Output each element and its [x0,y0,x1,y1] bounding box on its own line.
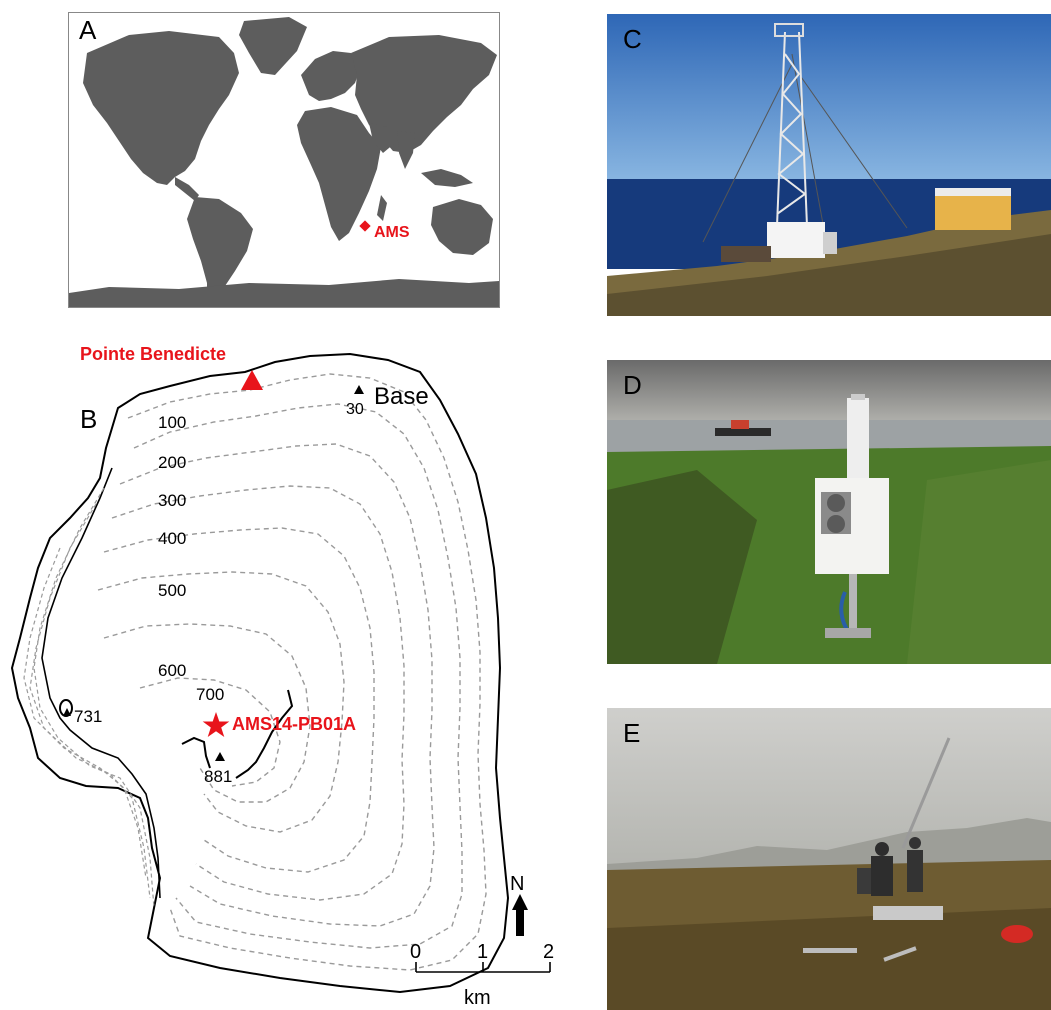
elevation-contours [97,373,487,971]
contour-label-300: 300 [158,491,186,510]
panel-letter-a: A [79,15,97,45]
scale-tick-2: 2 [543,941,554,963]
north-arrow-icon [512,894,528,936]
ams-location-marker [359,220,371,232]
island-map: Pointe Benedicte 30 Base 100 200 300 400… [10,344,554,1009]
scale-tick-1: 1 [477,941,488,963]
summit-marker [215,752,225,761]
south-america-shape [187,197,253,305]
base-elevation-label: 30 [346,401,364,418]
antarctica-shape [69,279,499,307]
north-arrow-label: N [510,873,524,895]
photo-instrument-panel: D [607,360,1051,664]
photo-instrument [607,360,1051,664]
australia-shape [431,199,493,255]
contour-label-100: 100 [158,413,186,432]
panel-letter-b: B [80,404,98,434]
contour-label-400: 400 [158,529,186,548]
arabia-shape [369,123,395,153]
ams-marker-label: AMS [374,224,410,241]
africa-shape [297,107,381,241]
asia-shape [351,35,497,153]
west-peak-marker [63,708,71,716]
photo-fieldwork [607,708,1051,1010]
contour-label-600: 600 [158,661,186,680]
panel-letter-c: C [623,24,642,54]
europe-shape [301,51,361,101]
summit-ridge-north [235,689,294,779]
madagascar-shape [377,195,387,221]
contour-label-200: 200 [158,453,186,472]
indonesia-shape [421,169,473,187]
base-label: Base [374,383,429,410]
photo-tower [607,14,1051,316]
india-shape [397,131,415,169]
scale-tick-0: 0 [410,941,421,963]
panel-letter-d: D [623,370,642,400]
island-map-panel: Pointe Benedicte 30 Base 100 200 300 400… [0,338,580,1010]
world-map: AMS [69,17,499,307]
summit-ridge-west [181,736,211,769]
panel-letter-e: E [623,718,641,748]
contour-label-500: 500 [158,581,186,600]
world-map-panel: AMS A [68,12,500,308]
scale-bar [415,962,551,973]
base-marker [354,385,364,394]
pointe-benedicte-marker [241,370,263,390]
photo-tower-panel: C [607,14,1051,316]
sample-site-star [202,712,230,737]
pointe-benedicte-label: Pointe Benedicte [80,344,226,364]
greenland-shape [239,17,307,75]
photo-fieldwork-panel: E [607,708,1051,1010]
west-peak-elevation-label: 731 [74,707,102,726]
contour-label-700: 700 [196,685,224,704]
summit-elevation-label: 881 [204,767,232,786]
sample-site-label: AMS14-PB01A [232,714,356,734]
island-coastline [10,352,510,994]
west-cliff-line [41,467,161,899]
scale-unit-label: km [464,987,491,1009]
north-america-shape [83,31,239,185]
central-america-shape [175,177,199,201]
